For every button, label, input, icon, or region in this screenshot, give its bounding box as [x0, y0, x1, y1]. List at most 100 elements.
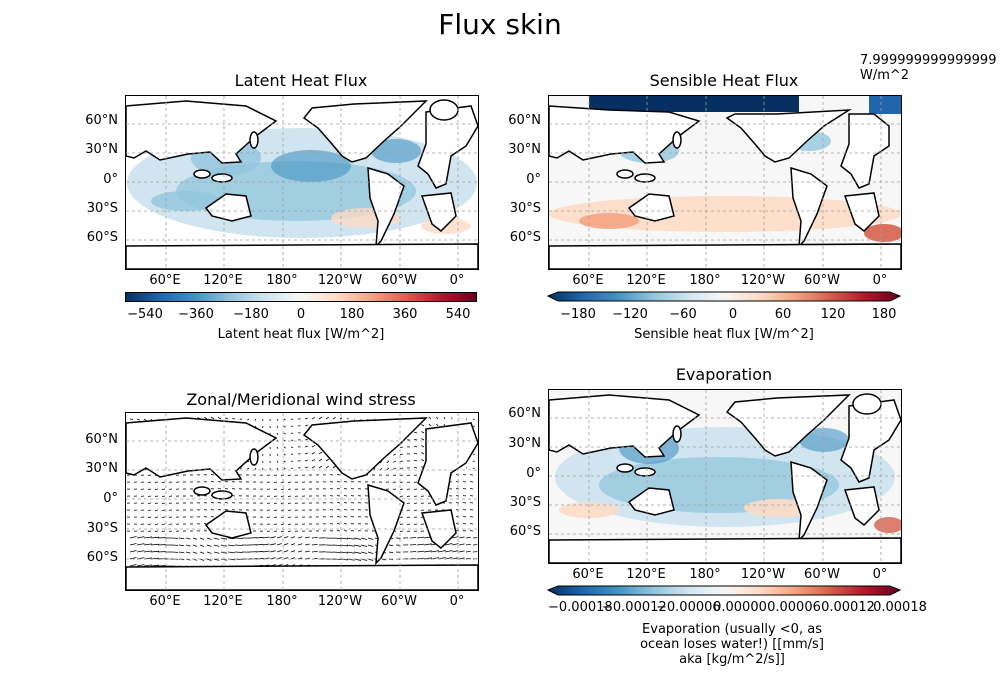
- wind-vector: [311, 543, 318, 546]
- corner-note-unit: W/m^2: [860, 68, 910, 83]
- lat-label-30n: 30°N: [85, 142, 118, 157]
- wind-vector: [290, 550, 296, 553]
- wind-vector: [185, 537, 191, 540]
- sensible-corner-note: 7.999999999999999 W/m^2: [860, 53, 996, 83]
- lat-label-0: 0°: [526, 466, 541, 481]
- wind-vector: [458, 536, 465, 539]
- wind-vector: [178, 537, 185, 540]
- wind-vector: [423, 550, 432, 553]
- wind-vector: [136, 536, 145, 539]
- wind-vector: [332, 537, 341, 540]
- wind-vector: [234, 544, 243, 546]
- wind-vector: [276, 446, 279, 449]
- lon-label-60e: 60°E: [572, 567, 604, 582]
- wind-vector: [311, 459, 316, 462]
- wind-vector: [386, 460, 390, 464]
- wind-vector: [276, 550, 282, 553]
- wind-vector: [150, 550, 160, 553]
- latent-panel-title: Latent Heat Flux: [234, 71, 368, 90]
- wind-vector: [304, 445, 308, 448]
- wind-vector: [290, 557, 296, 560]
- wind-vector: [472, 467, 475, 470]
- wind-vector: [304, 424, 308, 427]
- wind-vector: [399, 460, 404, 463]
- evap-cbar-label-line: ocean loses water!) [[mm/s]: [640, 637, 824, 652]
- evap-panel-title: Evaporation: [675, 365, 773, 384]
- wind-vector: [332, 416, 336, 420]
- lat-label-60n: 60°N: [508, 113, 541, 128]
- wind-vector: [304, 459, 308, 462]
- lon-label-60e: 60°E: [572, 273, 604, 288]
- wind-vector: [443, 416, 446, 420]
- wind-vector: [276, 432, 279, 435]
- wind-vector: [451, 536, 459, 539]
- lat-label-30n: 30°N: [85, 461, 118, 476]
- lon-label-120w: 120°W: [740, 567, 786, 582]
- latent-cbar-tick: 180: [339, 307, 365, 322]
- wind-vector: [297, 543, 303, 546]
- wind-vector: [379, 460, 383, 464]
- wind-vector: [332, 544, 341, 547]
- lon-label-60e: 60°E: [149, 273, 181, 288]
- lon-label-120e: 120°E: [626, 273, 666, 288]
- lat-label-30s: 30°S: [86, 521, 118, 536]
- wind-vector: [472, 418, 475, 421]
- wind-vector: [269, 543, 276, 546]
- wind-vector: [143, 550, 152, 553]
- lon-label-180: 180°: [266, 594, 298, 609]
- wind-vector: [421, 459, 425, 462]
- wind-vector: [373, 467, 376, 471]
- lon-label-0: 0°: [872, 273, 888, 288]
- latent-cbar-tick: −360: [178, 307, 214, 322]
- wind-vector: [283, 418, 286, 421]
- wind-vector: [283, 550, 289, 553]
- wind-vector: [388, 544, 394, 547]
- wind-vector: [143, 536, 152, 539]
- lon-label-120w: 120°W: [317, 273, 363, 288]
- wind-vector: [451, 543, 459, 546]
- wind-vector: [206, 537, 212, 540]
- wind-vector: [311, 452, 316, 455]
- wind-vector: [325, 416, 330, 420]
- wind-vector: [210, 416, 215, 420]
- wind-vector: [393, 453, 397, 456]
- evap-cbar-tick: 0.00012: [821, 600, 875, 615]
- wind-vector: [136, 564, 145, 567]
- wind-vector: [428, 416, 432, 420]
- wind-vector: [276, 543, 282, 546]
- wind-vector: [416, 543, 425, 546]
- lat-label-30n: 30°N: [508, 142, 541, 157]
- sensible-cbar-tick: 0: [728, 307, 738, 322]
- wind-vector: [254, 418, 257, 421]
- evaporation-map: [548, 389, 902, 564]
- lat-label-0: 0°: [103, 172, 118, 187]
- wind-vector: [472, 425, 475, 428]
- wind-vector: [276, 453, 279, 456]
- wind-vector: [353, 544, 362, 547]
- lon-label-180: 180°: [689, 273, 721, 288]
- lat-label-30s: 30°S: [509, 201, 541, 216]
- wind-vector: [129, 536, 137, 539]
- wind-vector: [150, 543, 160, 546]
- wind-vector: [143, 543, 152, 546]
- wind-vector: [311, 445, 316, 448]
- wind-vector: [283, 467, 286, 470]
- wind-vector: [290, 543, 296, 546]
- wind-vector: [213, 558, 220, 561]
- wind-vector: [255, 536, 264, 539]
- latent-cbar-tick: −540: [127, 307, 163, 322]
- wind-vector: [290, 536, 296, 539]
- lon-label-60w: 60°W: [804, 567, 840, 582]
- wind-vector: [276, 460, 279, 463]
- wind-vector: [451, 557, 459, 560]
- wind-vector: [444, 550, 453, 553]
- wind-vector: [409, 558, 417, 560]
- latent-cbar-tick: 0: [296, 307, 306, 322]
- wind-vector: [276, 536, 282, 539]
- wind-vector: [247, 418, 250, 421]
- evap-colorbar: [546, 585, 902, 596]
- wind-vector: [178, 544, 185, 547]
- lat-label-0: 0°: [103, 491, 118, 506]
- wind-vector: [318, 451, 323, 455]
- wind-vector: [346, 418, 349, 420]
